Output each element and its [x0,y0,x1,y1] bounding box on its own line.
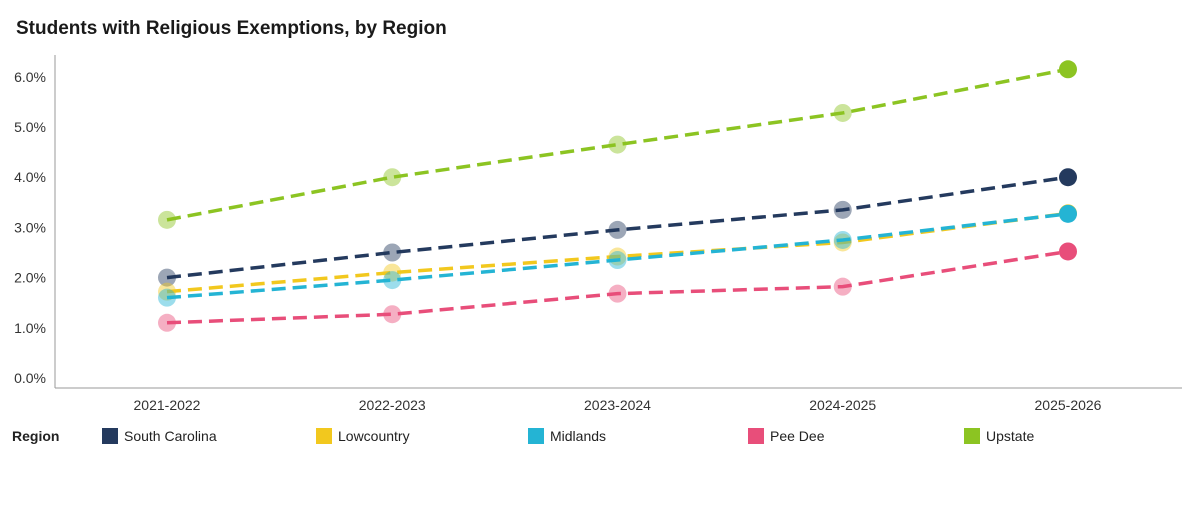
series-line [166,175,1069,280]
legend: Region South Carolina Lowcountry Midlands P… [12,426,1192,450]
y-tick-label: 1.0% [14,320,46,336]
data-point[interactable] [608,135,627,154]
chart-title: Students with Religious Exemptions, by R… [16,18,447,39]
data-point[interactable] [158,210,176,229]
data-point[interactable] [1059,168,1077,187]
series-line [166,212,1069,300]
y-tick-label: 4.0% [14,169,46,185]
data-point[interactable] [608,251,627,270]
data-point[interactable] [383,243,402,262]
line-chart: 0.0% 1.0% 2.0% 3.0% 4.0% 5.0% 6.0% 2021-2022 202… [14,55,1182,413]
series-line [166,211,1069,294]
data-point[interactable] [158,288,176,307]
y-tick-label: 2.0% [14,270,46,286]
y-tick-label: 3.0% [14,219,46,235]
x-tick-label: 2025-2026 [1035,397,1102,413]
data-point[interactable] [833,277,852,296]
data-point[interactable] [833,103,852,122]
legend-swatch [102,428,118,444]
x-tick-label: 2021-2022 [134,397,201,413]
y-tick-label: 0.0% [14,370,46,386]
x-tick-label: 2023-2024 [584,397,651,413]
data-point[interactable] [158,313,176,332]
legend-item[interactable]: Lowcountry [316,428,410,444]
series-line [166,249,1069,325]
legend-item[interactable]: Upstate [964,428,1034,444]
data-point[interactable] [383,263,402,282]
legend-swatch [964,428,980,444]
data-point[interactable] [158,268,176,287]
data-point[interactable] [608,220,627,239]
data-point[interactable] [608,284,627,303]
axes [54,55,1182,389]
series-line [166,67,1069,222]
legend-item[interactable]: South Carolina [102,428,217,444]
legend-label: Midlands [550,428,607,444]
legend-label: Upstate [986,428,1035,444]
x-tick-label: 2024-2025 [809,397,876,413]
data-point[interactable] [1059,242,1077,261]
x-tick-label: 2022-2023 [359,397,426,413]
data-point[interactable] [383,305,402,324]
y-tick-label: 5.0% [14,119,46,135]
data-point[interactable] [833,230,852,249]
legend-title: Region [12,428,60,444]
data-point[interactable] [1059,60,1077,79]
data-point[interactable] [833,200,852,219]
tick-labels: 0.0% 1.0% 2.0% 3.0% 4.0% 5.0% 6.0% 2021-2022 202… [14,69,1102,413]
legend-swatch [748,428,764,444]
legend-swatch [316,428,332,444]
data-point[interactable] [383,168,402,187]
legend-swatch [528,428,544,444]
legend-item[interactable]: Midlands [528,428,606,444]
legend-label: South Carolina [124,428,217,444]
legend-label: Pee Dee [770,428,825,444]
data-point[interactable] [383,271,402,290]
series-lines [158,60,1077,332]
legend-item[interactable]: Pee Dee [748,428,824,444]
legend-label: Lowcountry [338,428,410,444]
y-tick-label: 6.0% [14,69,46,85]
data-point[interactable] [1059,204,1077,223]
